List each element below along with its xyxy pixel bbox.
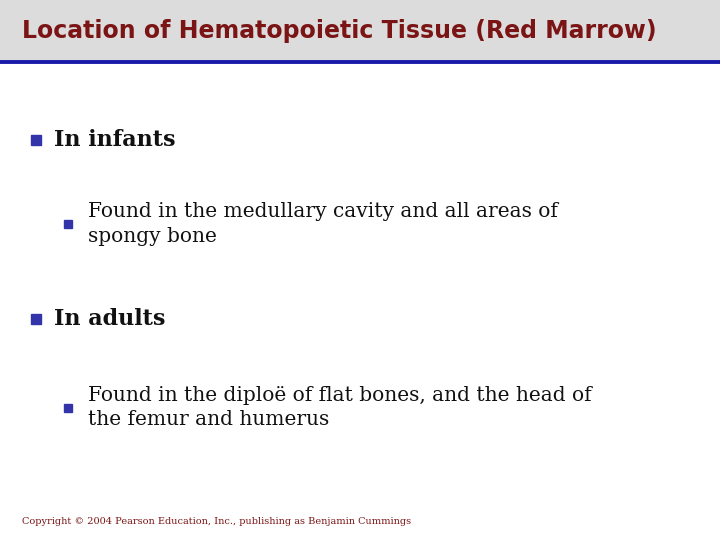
Text: Found in the medullary cavity and all areas of
spongy bone: Found in the medullary cavity and all ar… — [88, 202, 558, 246]
Text: In adults: In adults — [54, 308, 166, 329]
Text: In infants: In infants — [54, 130, 176, 151]
Text: Found in the diplоë of flat bones, and the head of
the femur and humerus: Found in the diplоë of flat bones, and t… — [88, 386, 591, 429]
Text: Copyright © 2004 Pearson Education, Inc., publishing as Benjamin Cummings: Copyright © 2004 Pearson Education, Inc.… — [22, 517, 410, 526]
Text: Location of Hematopoietic Tissue (Red Marrow): Location of Hematopoietic Tissue (Red Ma… — [22, 19, 656, 43]
Bar — [0, 0, 720, 62]
